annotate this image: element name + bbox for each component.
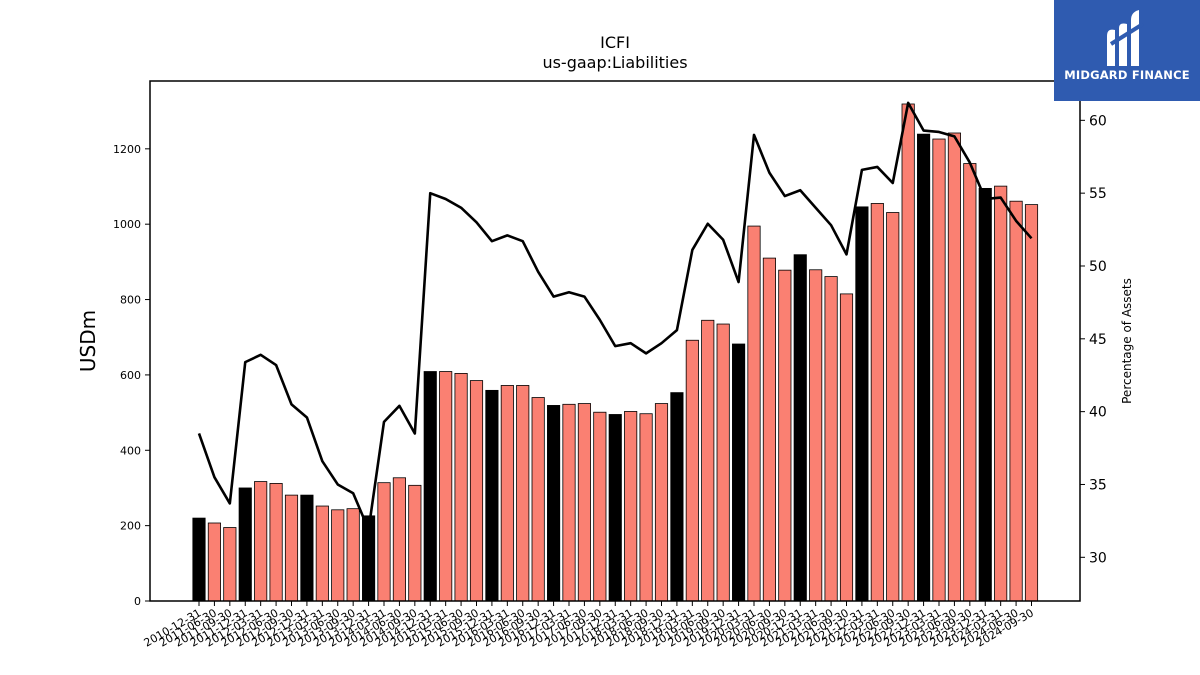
left-axis: 0 200 400 600 800 1000 1200 bbox=[113, 143, 150, 608]
bar bbox=[238, 487, 252, 602]
y2-tick-label: 45 bbox=[1089, 332, 1107, 348]
bar bbox=[423, 371, 437, 602]
bar bbox=[1024, 204, 1039, 602]
bar bbox=[516, 385, 530, 602]
bar bbox=[577, 403, 591, 602]
y-tick-label: 1200 bbox=[113, 143, 141, 156]
bar bbox=[485, 389, 499, 602]
bar bbox=[639, 413, 653, 602]
bar bbox=[284, 494, 299, 602]
bar bbox=[762, 257, 776, 602]
y-tick-label: 0 bbox=[134, 595, 141, 608]
bar bbox=[839, 293, 854, 602]
bar bbox=[793, 254, 807, 602]
y2-tick-label: 30 bbox=[1089, 550, 1107, 566]
bar bbox=[315, 505, 329, 602]
y-tick-label: 1000 bbox=[113, 218, 141, 231]
y-tick-label: 800 bbox=[120, 294, 141, 307]
y-tick-label: 200 bbox=[120, 520, 141, 533]
bar bbox=[454, 373, 468, 602]
bar bbox=[932, 138, 946, 602]
bar bbox=[608, 414, 622, 602]
bar bbox=[809, 269, 823, 602]
bars-layer bbox=[192, 103, 1039, 602]
bar bbox=[855, 206, 869, 602]
y-axis-label: USDm bbox=[76, 310, 100, 372]
bar bbox=[439, 371, 453, 602]
x-axis: 2010-12-312011-06-302011-09-302011-12-31… bbox=[142, 601, 1036, 650]
bar bbox=[870, 203, 884, 602]
bar bbox=[593, 411, 607, 602]
bar bbox=[547, 405, 561, 602]
y-tick-label: 600 bbox=[120, 369, 141, 382]
brand-logo-text: MIDGARD FINANCE bbox=[1064, 68, 1190, 82]
bar bbox=[254, 481, 268, 602]
bar bbox=[747, 225, 761, 602]
line-layer bbox=[197, 101, 1033, 531]
bar bbox=[685, 339, 699, 602]
bar bbox=[732, 343, 746, 602]
bar bbox=[331, 509, 345, 602]
bar bbox=[947, 132, 961, 602]
bar bbox=[392, 477, 406, 602]
bar bbox=[716, 323, 730, 602]
bar bbox=[469, 380, 484, 602]
bar bbox=[531, 397, 545, 602]
bar bbox=[500, 385, 514, 602]
bar bbox=[978, 187, 992, 602]
bar bbox=[963, 163, 977, 602]
bar bbox=[654, 403, 669, 602]
midgard-logo-icon bbox=[1107, 10, 1145, 67]
y2-axis-label: Percentage of Assets bbox=[1120, 278, 1134, 404]
y2-tick-label: 55 bbox=[1089, 186, 1107, 202]
bar bbox=[408, 484, 422, 602]
bar bbox=[701, 319, 715, 602]
bar bbox=[778, 269, 792, 602]
bar bbox=[346, 508, 360, 602]
bar bbox=[994, 185, 1008, 602]
y2-tick-label: 50 bbox=[1089, 259, 1107, 275]
y2-tick-label: 35 bbox=[1089, 477, 1107, 493]
bar bbox=[207, 522, 221, 602]
right-axis: 30 35 40 45 50 55 60 bbox=[1080, 113, 1107, 566]
bar bbox=[300, 494, 314, 602]
bar bbox=[624, 411, 638, 602]
bar bbox=[824, 276, 838, 602]
bar bbox=[917, 133, 931, 602]
bar bbox=[886, 212, 900, 602]
brand-logo: MIDGARD FINANCE bbox=[1054, 0, 1200, 101]
bar bbox=[269, 483, 283, 602]
bar bbox=[192, 517, 206, 602]
bar bbox=[562, 403, 576, 602]
chart-subtitle: us-gaap:Liabilities bbox=[542, 53, 687, 72]
y-tick-label: 400 bbox=[120, 444, 141, 457]
series-line bbox=[197, 101, 1033, 531]
bar bbox=[1009, 200, 1023, 602]
y2-tick-label: 40 bbox=[1089, 405, 1107, 421]
bar bbox=[223, 527, 237, 602]
y2-tick-label: 60 bbox=[1089, 113, 1107, 129]
chart-title: ICFI bbox=[600, 33, 630, 52]
bar bbox=[901, 103, 915, 602]
bar bbox=[670, 392, 684, 602]
bar bbox=[377, 482, 391, 602]
